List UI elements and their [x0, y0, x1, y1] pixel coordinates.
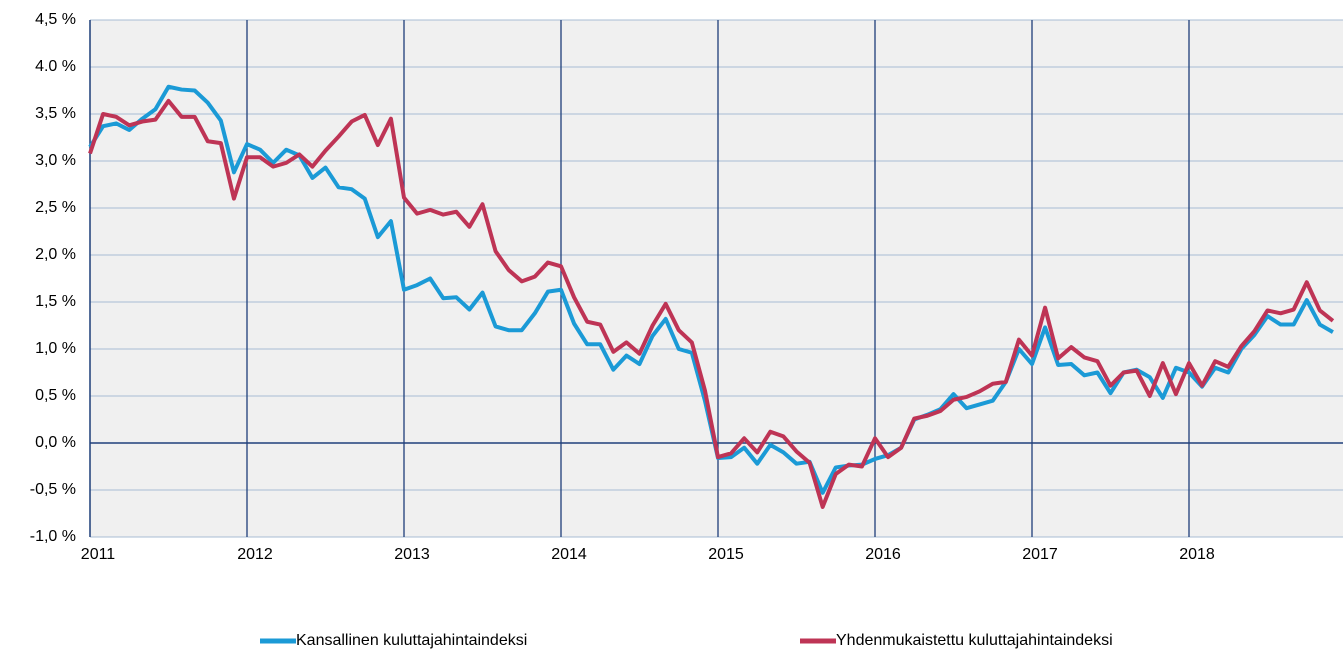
x-tick-label: 2016: [865, 546, 901, 563]
y-tick-label: 0,5 %: [35, 387, 76, 404]
y-tick-label: -1,0 %: [30, 528, 76, 545]
plot-area: [90, 20, 1343, 537]
x-tick-label: 2012: [237, 546, 273, 563]
legend-label: Yhdenmukaistettu kuluttajahintaindeksi: [836, 632, 1113, 649]
x-tick-label: 2014: [551, 546, 587, 563]
y-tick-label: 2,0 %: [35, 246, 76, 263]
x-tick-label: 2017: [1022, 546, 1058, 563]
y-tick-label: 0,0 %: [35, 434, 76, 451]
y-tick-label: -0,5 %: [30, 481, 76, 498]
x-tick-label: 2011: [81, 546, 116, 563]
y-tick-label: 2,5 %: [35, 199, 76, 216]
y-tick-label: 3,5 %: [35, 105, 76, 122]
x-tick-label: 2015: [708, 546, 744, 563]
y-tick-label: 1,5 %: [35, 293, 76, 310]
series-line: [88, 98, 1335, 509]
y-tick-label: 4.0 %: [35, 58, 76, 75]
x-tick-label: 2013: [394, 546, 430, 563]
y-tick-label: 4,5 %: [35, 11, 76, 28]
y-tick-label: 1,0 %: [35, 340, 76, 357]
y-tick-label: 3,0 %: [35, 152, 76, 169]
x-tick-label: 2018: [1179, 546, 1215, 563]
legend-label: Kansallinen kuluttajahintaindeksi: [296, 632, 527, 649]
